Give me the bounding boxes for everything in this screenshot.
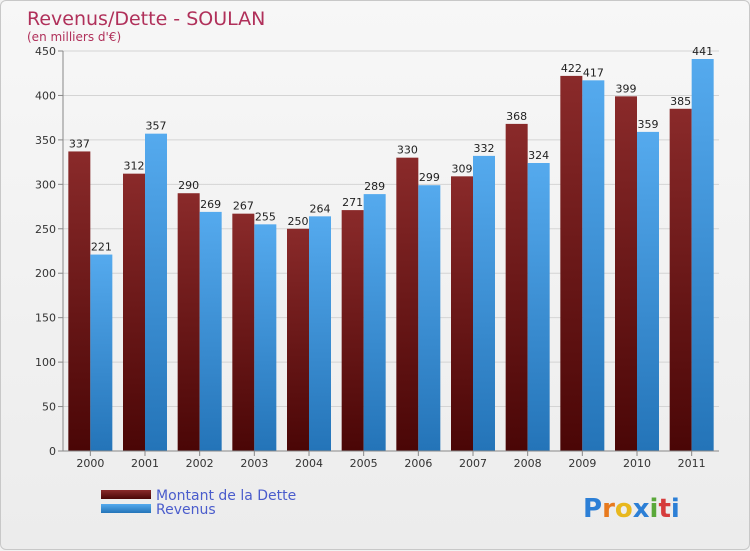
x-tick-label: 2009 [568,457,596,470]
bar-revenue [637,131,659,451]
legend-swatch-revenue [101,504,151,513]
value-label-debt: 312 [124,160,145,173]
value-label-revenue: 357 [146,120,167,133]
bar-revenue [418,185,441,451]
value-label-debt: 385 [670,95,691,108]
x-tick-label: 2010 [623,457,651,470]
value-label-debt: 267 [233,200,254,213]
bar-revenue [691,59,714,451]
bars [68,59,714,452]
x-tick-label: 2006 [404,457,432,470]
chart-title: Revenus/Dette - SOULAN [27,8,265,30]
y-tick-label: 100 [35,356,56,369]
bar-debt [451,176,473,452]
x-axis-ticks: 2000 2001 2002 2003 2004 2005 2006 2007 2008 2009… [76,451,706,470]
value-label-revenue: 269 [200,198,221,211]
logo-letter: t [658,494,670,524]
y-tick-label: 50 [42,401,56,414]
legend-label-revenue: Revenus [156,502,216,518]
logo-letter: P [583,494,602,524]
bar-debt [669,108,692,452]
x-tick-label: 2011 [678,457,706,470]
x-tick-label: 2005 [350,457,378,470]
bar-debt [341,210,364,451]
value-label-revenue: 441 [692,45,713,58]
value-label-revenue: 417 [583,66,604,79]
bar-debt [68,151,91,451]
bar-revenue [527,163,550,451]
bar-debt [615,96,637,451]
bar-revenue [582,80,605,451]
value-label-revenue: 289 [364,180,385,193]
value-label-revenue: 324 [528,149,549,162]
bar-debt [232,213,255,451]
value-label-debt: 422 [561,62,582,75]
logo-letter: o [615,494,633,524]
value-label-debt: 290 [178,179,199,192]
y-tick-label: 300 [35,178,56,191]
y-tick-label: 150 [35,312,56,325]
value-label-debt: 399 [616,82,637,95]
bar-revenue [363,194,386,451]
value-label-revenue: 221 [91,241,112,254]
logo-letter: i [671,494,680,524]
y-tick-label: 450 [35,45,56,58]
value-label-debt: 271 [342,196,363,209]
x-tick-label: 2004 [295,457,323,470]
value-label-debt: 337 [69,137,90,150]
x-tick-label: 2000 [76,457,104,470]
bar-debt [396,157,419,451]
value-label-revenue: 299 [419,171,440,184]
value-label-debt: 250 [288,215,309,228]
y-tick-label: 0 [49,445,56,458]
grid-lines [63,50,719,452]
value-label-debt: 330 [397,144,418,157]
logo-letter: r [602,494,615,524]
bar-debt [123,173,145,451]
y-tick-label: 200 [35,267,56,280]
x-tick-label: 2003 [240,457,268,470]
bar-debt [287,228,309,451]
legend: Montant de la Dette Revenus [101,488,296,518]
bar-revenue [145,133,167,451]
bar-debt [177,193,200,451]
bar-revenue [90,254,113,451]
bar-revenue [254,224,277,451]
x-tick-label: 2008 [514,457,542,470]
x-tick-label: 2007 [459,457,487,470]
x-tick-label: 2002 [186,457,214,470]
logo-letter: i [650,494,659,524]
proxiti-logo: Proxiti [583,494,680,524]
value-label-revenue: 264 [310,202,331,215]
logo-letter: x [633,494,650,524]
value-label-revenue: 359 [638,118,659,131]
bar-debt [560,75,583,451]
legend-swatch-debt [101,490,151,499]
bar-revenue [199,211,222,451]
bar-revenue [309,216,331,451]
bar-debt [505,123,528,451]
y-tick-label: 400 [35,89,56,102]
y-tick-label: 250 [35,223,56,236]
value-label-revenue: 255 [255,210,276,223]
bar-revenue [473,155,495,451]
chart-subtitle: (en milliers d'€) [27,30,121,44]
x-tick-label: 2001 [131,457,159,470]
value-label-debt: 309 [452,162,473,175]
y-axis-ticks: 0 50 100 150 200 250 300 350 400 450 [35,45,63,458]
legend-label-debt: Montant de la Dette [156,488,296,504]
value-label-debt: 368 [506,110,527,123]
y-tick-label: 350 [35,134,56,147]
value-label-revenue: 332 [474,142,495,155]
